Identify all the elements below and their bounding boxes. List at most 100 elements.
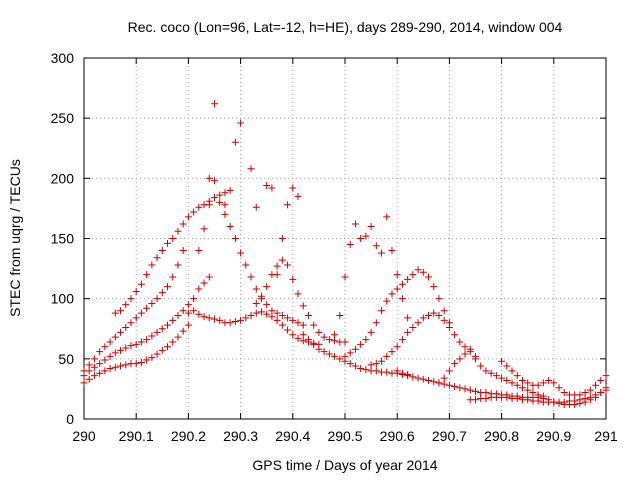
data-point (445, 381, 453, 389)
data-point (586, 386, 594, 394)
data-point (331, 337, 339, 345)
data-point (461, 343, 469, 351)
data-point (257, 308, 265, 316)
x-tick-label: 290.9 (536, 428, 571, 444)
data-point (85, 361, 93, 369)
data-point (169, 316, 177, 324)
data-point (143, 304, 151, 312)
data-point (362, 336, 370, 344)
data-point (466, 386, 474, 394)
data-point (158, 289, 166, 297)
data-point (247, 273, 255, 281)
data-point (383, 213, 391, 221)
data-point (148, 299, 156, 307)
data-point (435, 295, 443, 303)
data-point (414, 374, 422, 382)
data-point (205, 314, 213, 322)
data-point (106, 364, 114, 372)
data-point (169, 273, 177, 281)
data-point (169, 338, 177, 346)
x-tick-label: 290.1 (119, 428, 154, 444)
data-point (445, 367, 453, 375)
data-point (482, 389, 490, 397)
data-point (294, 290, 302, 298)
data-point (231, 138, 239, 146)
data-point (346, 349, 354, 357)
data-point (367, 222, 375, 230)
data-point (90, 372, 98, 380)
data-point (513, 381, 521, 389)
data-point (419, 268, 427, 276)
data-point (132, 360, 140, 368)
data-point (409, 324, 417, 332)
data-point (602, 372, 610, 380)
data-point (127, 342, 135, 350)
data-point (310, 340, 318, 348)
data-point (226, 222, 234, 230)
data-point (252, 309, 260, 317)
data-point (153, 350, 161, 358)
data-point (341, 338, 349, 346)
series-arc-12 (367, 309, 479, 369)
data-point (231, 235, 239, 242)
data-point (200, 225, 208, 233)
data-point (597, 389, 605, 397)
data-point (357, 235, 365, 242)
data-point (289, 316, 297, 324)
data-point (273, 262, 281, 270)
series-arc-13 (393, 367, 532, 401)
data-point (362, 232, 370, 240)
data-point (346, 241, 354, 249)
data-point (357, 340, 365, 348)
data-point (383, 297, 391, 305)
data-point (346, 360, 354, 368)
data-point (320, 333, 328, 341)
data-point (268, 313, 276, 321)
data-point (137, 309, 145, 317)
data-point (550, 398, 558, 406)
data-point (581, 398, 589, 406)
series-arc-5 (184, 307, 323, 348)
data-point (498, 374, 506, 382)
data-point (221, 189, 229, 197)
data-point (518, 376, 526, 384)
data-point (200, 279, 208, 287)
data-point (367, 328, 375, 336)
data-point (351, 220, 359, 228)
data-point (195, 247, 203, 255)
data-point (101, 343, 109, 351)
data-point (398, 295, 406, 303)
data-point (117, 362, 125, 370)
data-point (127, 295, 135, 303)
data-point (148, 261, 156, 269)
data-point (299, 337, 307, 345)
data-point (96, 348, 104, 356)
data-point (184, 301, 192, 309)
data-point (132, 287, 140, 295)
data-point (518, 384, 526, 392)
data-point (122, 344, 130, 352)
data-point (388, 290, 396, 298)
data-point (190, 295, 198, 303)
data-point (539, 395, 547, 403)
data-point (419, 375, 427, 383)
data-point (132, 314, 140, 322)
data-point (153, 328, 161, 336)
data-point (205, 201, 213, 209)
data-point (482, 367, 490, 375)
data-point (425, 312, 433, 320)
data-point (148, 332, 156, 340)
data-point (284, 261, 292, 269)
data-point (372, 367, 380, 375)
data-point (294, 192, 302, 200)
data-point (101, 367, 109, 375)
data-point (179, 247, 187, 255)
x-tick-label: 290.7 (432, 428, 467, 444)
data-point (472, 396, 479, 404)
data-point (602, 384, 610, 392)
data-point (278, 321, 286, 329)
data-point (404, 314, 412, 322)
data-point (555, 384, 563, 392)
data-point (164, 283, 172, 291)
data-point (320, 348, 328, 356)
